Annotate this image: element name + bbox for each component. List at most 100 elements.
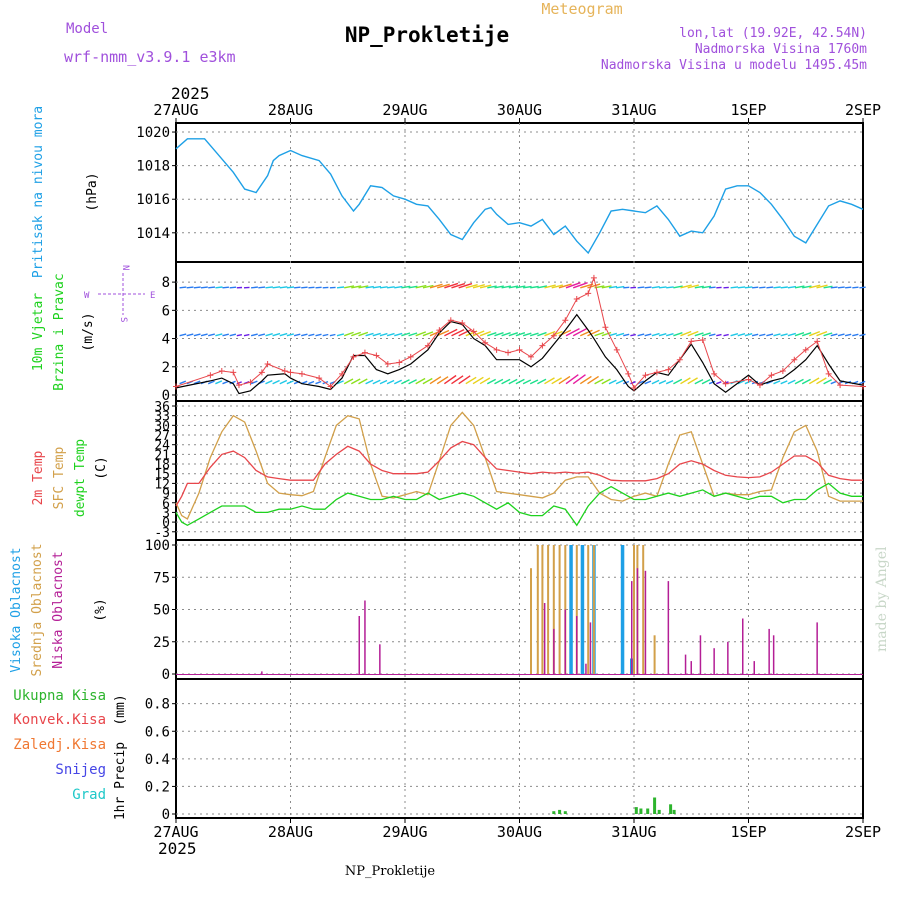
y-tick-label: 15 xyxy=(154,468,170,483)
wind-arrow xyxy=(272,379,280,385)
cloud-bar xyxy=(379,644,381,674)
wind-arrow xyxy=(687,284,699,289)
wind-arrow xyxy=(265,333,273,337)
gust-marker xyxy=(459,320,466,327)
wind-arrow xyxy=(608,285,618,289)
gust-marker xyxy=(264,360,271,367)
wind-arrow xyxy=(251,286,258,289)
wind-arrow xyxy=(759,286,766,289)
wind-arrow xyxy=(694,332,704,337)
wind-arrow xyxy=(530,285,539,289)
wind-arrow xyxy=(844,333,852,337)
cloud-bar xyxy=(358,616,360,674)
gust-marker xyxy=(407,353,414,360)
wind-arrow xyxy=(336,333,345,337)
wind-ylabel-2: Brzina i Pravac xyxy=(52,273,67,390)
date-label-top: 27AUG xyxy=(153,101,198,119)
cloud-bar xyxy=(261,671,263,674)
wind-arrow xyxy=(537,285,548,289)
wind-arrow xyxy=(522,285,532,289)
wind-ylabel: 10m Vjetar xyxy=(31,293,46,371)
wind-arrow xyxy=(286,286,295,289)
wind-arrow xyxy=(436,329,450,337)
cloud-bar xyxy=(816,622,818,674)
y-tick-label: 50 xyxy=(153,603,170,619)
wind-arrow xyxy=(479,330,491,337)
footer-station: NP_Prokletije xyxy=(345,864,436,879)
compass-rose: N E S W xyxy=(84,265,155,322)
wind-arrow xyxy=(401,285,411,289)
y-tick-label: 3 xyxy=(162,506,170,521)
cloud-bar xyxy=(636,568,639,674)
cloud-bar xyxy=(541,545,544,674)
gust-marker xyxy=(642,372,649,379)
wind-arrow xyxy=(386,379,395,385)
wind-arrow xyxy=(537,378,547,385)
cloud-ylabel-3: Niska Oblacnost xyxy=(51,551,66,668)
wind-arrow xyxy=(508,378,518,385)
cloud-bar xyxy=(558,545,561,674)
precip-legend-snow: Snijeg xyxy=(55,762,106,778)
gust-marker xyxy=(482,339,489,346)
wind-arrow xyxy=(816,284,828,289)
wind-arrow xyxy=(494,332,504,337)
date-label-top: 1SEP xyxy=(730,101,766,119)
wind-arrow xyxy=(207,380,215,385)
gust-marker xyxy=(361,349,368,356)
gust-marker xyxy=(470,328,477,335)
y-tick-label: 30 xyxy=(154,419,170,434)
cloud-bar xyxy=(727,641,729,675)
wind-arrow xyxy=(544,284,556,289)
wind-arrow xyxy=(594,331,605,337)
wind-arrow xyxy=(408,379,417,385)
wind-arrow xyxy=(315,286,322,289)
wind-arrow xyxy=(336,380,344,385)
wind-arrow xyxy=(680,377,691,385)
wind-arrow xyxy=(186,333,194,337)
wind-arrow xyxy=(344,285,355,289)
cloud-bar xyxy=(547,545,550,674)
wind-arrow xyxy=(752,286,759,289)
wind-arrow xyxy=(859,380,866,385)
gust-marker xyxy=(585,290,592,297)
temp-ylabel-3: dewpt Temp xyxy=(73,439,88,517)
temp-unit: (C) xyxy=(94,456,109,479)
wind-arrow xyxy=(572,327,588,337)
cloud-bar xyxy=(768,628,770,674)
gust-marker xyxy=(837,382,844,389)
wind-arrow xyxy=(601,378,611,385)
wind-arrow xyxy=(780,380,788,385)
wind-arrow xyxy=(845,286,852,289)
gust-marker xyxy=(298,370,305,377)
wind-arrow xyxy=(658,379,667,385)
cloud-bar xyxy=(587,545,590,674)
y-tick-label: 0 xyxy=(162,516,170,531)
precip-bar xyxy=(669,804,673,814)
wind-arrow xyxy=(379,332,388,337)
wind-arrow xyxy=(294,286,301,289)
date-label-bottom: 30AUG xyxy=(497,823,542,841)
wind-arrow xyxy=(208,286,216,289)
gust-marker xyxy=(802,346,809,353)
y-tick-label: 0 xyxy=(162,388,170,404)
wind-arrow xyxy=(730,286,739,289)
wind-arrow xyxy=(716,381,722,385)
wind-arrow xyxy=(837,333,845,337)
gust-marker xyxy=(505,349,512,356)
date-label-bottom: 1SEP xyxy=(730,823,766,841)
wind-arrow xyxy=(651,379,660,385)
wind-arrow xyxy=(301,333,308,337)
cloud-bar xyxy=(585,663,587,674)
wind-arrow xyxy=(222,333,229,337)
precip-bar xyxy=(634,807,638,814)
wind-arrow xyxy=(365,379,374,385)
y-tick-label: 1016 xyxy=(136,192,170,208)
y-tick-label: 1020 xyxy=(136,125,170,141)
wind-arrow xyxy=(358,331,369,337)
wind-arrow xyxy=(272,286,281,289)
wind-arrow xyxy=(279,332,288,337)
wind-arrow xyxy=(401,332,411,337)
wind-arrow xyxy=(265,379,273,385)
wind-arrow xyxy=(422,331,434,337)
wind-arrow xyxy=(852,286,859,289)
